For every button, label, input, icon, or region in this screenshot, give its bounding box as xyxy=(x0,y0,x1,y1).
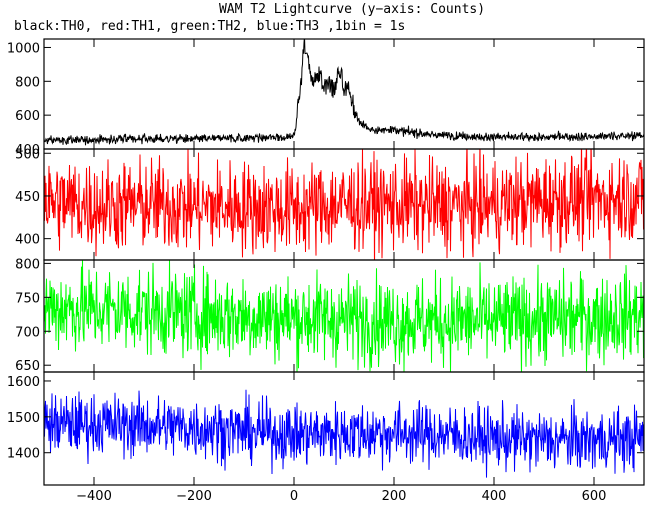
y-tick-label: 450 xyxy=(15,190,40,205)
panel-th1: 400 450 500 xyxy=(15,147,645,261)
panel-th3: 1400 1500 1600 xyxy=(7,371,645,486)
x-tick-label: 600 xyxy=(582,489,607,504)
y-tick-label: 750 xyxy=(15,291,40,306)
y-tick-label: 500 xyxy=(15,147,40,162)
x-tick-label: 400 xyxy=(482,489,507,504)
y-tick-label: 400 xyxy=(15,143,40,158)
panel-frame-th3 xyxy=(43,371,645,486)
x-axis: −400 −200 0 200 400 600 xyxy=(76,489,606,504)
x-tick-label: −200 xyxy=(176,489,212,504)
y-tick-label: 600 xyxy=(15,109,40,124)
y-tick-label: 800 xyxy=(15,257,40,272)
y-tick-label: 650 xyxy=(15,359,40,374)
series-line-th2 xyxy=(44,260,644,372)
panel-th2: 650 700 750 800 xyxy=(15,257,645,374)
y-tick-label: 700 xyxy=(15,325,40,340)
series-line-th0 xyxy=(44,39,644,146)
y-tick-label: 1600 xyxy=(7,375,40,390)
x-tick-label: 200 xyxy=(382,489,407,504)
x-tick-label: 0 xyxy=(290,489,298,504)
chart-subtitle: black:TH0, red:TH1, green:TH2, blue:TH3 … xyxy=(14,19,405,34)
y-tick-label: 800 xyxy=(15,75,40,90)
y-tick-label: 1500 xyxy=(7,411,40,426)
panel-th0: 400 600 800 1000 xyxy=(7,38,645,158)
series-line-th1 xyxy=(44,149,644,260)
series-line-th3 xyxy=(44,389,644,478)
panels-group: 400 600 800 1000 400 450 500 650 700 750 800 1400 15… xyxy=(7,38,645,486)
y-tick-label: 1000 xyxy=(7,41,40,56)
y-tick-label: 400 xyxy=(15,233,40,248)
y-tick-label: 1400 xyxy=(7,447,40,462)
chart-title: WAM T2 Lightcurve (y−axis: Counts) xyxy=(219,2,485,17)
x-tick-label: −400 xyxy=(76,489,112,504)
